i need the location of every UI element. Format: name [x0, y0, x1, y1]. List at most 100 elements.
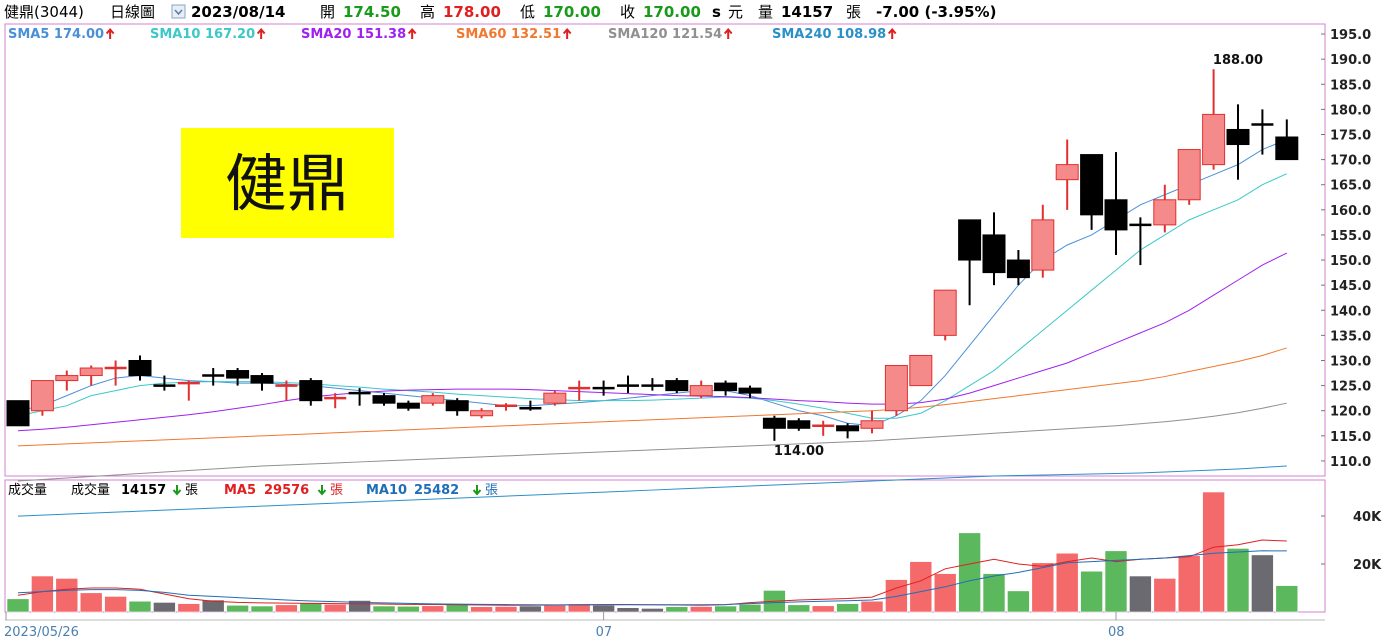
volume-bar [201, 599, 225, 613]
legend-item-sma60: SMA60 132.51 [456, 27, 572, 42]
sma-line-sma20 [17, 252, 1288, 432]
up-arrow-icon [723, 27, 733, 39]
candle-body [982, 234, 1006, 274]
candle [519, 400, 542, 411]
price-tick-label: 160.0 [1330, 204, 1371, 219]
volume-bar [275, 604, 298, 613]
candle [226, 368, 250, 386]
volume-bar [885, 579, 908, 613]
candle [1055, 139, 1079, 210]
stock-stamp: 健鼎 [181, 128, 394, 238]
ma5-down-arrow-icon [317, 485, 327, 496]
candle [933, 289, 957, 341]
volume-bar [177, 603, 201, 613]
volume-bar [79, 592, 103, 613]
volume-bar [299, 602, 323, 613]
candle-body [714, 382, 738, 392]
candle [909, 354, 933, 387]
volume-bar [592, 604, 615, 613]
volume-legend-value: 14157 [121, 483, 166, 498]
legend-text: SMA60 132.51 [456, 27, 561, 42]
candle-body [250, 375, 274, 384]
sma-line-sma120 [17, 402, 1287, 482]
candle [372, 393, 396, 406]
low-annotation: 114.00 [774, 444, 824, 459]
legend-text: SMA240 108.98 [772, 27, 886, 42]
volume-bar [6, 598, 30, 613]
volume-bar [421, 605, 445, 613]
price-tick-label: 110.0 [1330, 455, 1371, 470]
volume-ma5-value: 29576 [264, 483, 309, 498]
candle-body [79, 367, 103, 377]
volume-unit: 張 [846, 3, 861, 21]
candle [884, 365, 908, 416]
volume-bar [153, 602, 176, 613]
price-tick-label: 145.0 [1330, 279, 1371, 294]
volume-bar [519, 605, 542, 613]
candle [445, 398, 469, 416]
sma-line-sma10 [17, 173, 1288, 419]
price-panel-frame [4, 23, 1326, 477]
candle [396, 400, 420, 411]
high-label: 高 [420, 3, 435, 21]
low-value: 170.00 [543, 3, 601, 21]
volume-bar [641, 608, 664, 613]
volume-down-arrow-icon [172, 485, 182, 496]
legend-text: SMA10 167.20 [150, 27, 255, 42]
volume-bar [1202, 491, 1225, 613]
price-tick-label: 185.0 [1330, 78, 1371, 93]
candle-body [470, 410, 494, 417]
price-tick-label: 195.0 [1330, 28, 1371, 43]
candle [55, 370, 79, 391]
price-tick-label: 140.0 [1330, 304, 1371, 319]
date-tick-label: 07 [596, 625, 613, 640]
candle-body [762, 417, 786, 429]
candle [421, 393, 445, 406]
candle [128, 355, 152, 381]
candle [958, 219, 982, 306]
candle-body [55, 375, 79, 382]
date-tick-label: 08 [1108, 625, 1125, 640]
volume-bar [909, 561, 933, 613]
volume-bar [1251, 554, 1274, 613]
candle-body [30, 380, 54, 412]
legend-item-sma10: SMA10 167.20 [150, 27, 266, 42]
chart-kind-label: 日線圖 [110, 3, 155, 21]
volume-bar [738, 604, 762, 613]
date-dropdown-icon[interactable] [171, 4, 186, 19]
volume-ma-line-ma10 [17, 550, 1287, 606]
candle-body [958, 219, 982, 261]
volume-legend-label: 成交量 [71, 482, 110, 498]
candle [1177, 149, 1201, 205]
volume-bar [128, 600, 152, 613]
price-tick-label: 155.0 [1330, 229, 1371, 244]
price-tick-label: 180.0 [1330, 103, 1371, 118]
sma-line-sma240 [17, 465, 1287, 517]
price-tick-label: 165.0 [1330, 179, 1371, 194]
candle-body [226, 370, 250, 379]
candle-body [445, 400, 469, 412]
volume-tick-label: 40K [1353, 510, 1382, 525]
volume-bar [1275, 585, 1299, 613]
candle [1226, 104, 1250, 180]
s-label: s [712, 3, 721, 21]
volume-bar [958, 532, 981, 613]
legend-text: SMA120 121.54 [608, 27, 722, 42]
stamp-text: 健鼎 [225, 147, 349, 220]
candle [6, 400, 30, 427]
volume-bar [933, 573, 957, 613]
volume-bar [397, 605, 420, 613]
candle-body [787, 420, 811, 429]
legend-item-sma120: SMA120 121.54 [608, 27, 733, 42]
up-arrow-icon [887, 27, 897, 39]
date-tick-label: 2023/05/26 [4, 625, 79, 640]
volume-bar [31, 575, 54, 613]
candle-body [543, 392, 567, 404]
price-tick-label: 175.0 [1330, 128, 1371, 143]
price-tick-label: 170.0 [1330, 154, 1371, 169]
candle [1080, 154, 1104, 230]
candle-body [836, 425, 860, 432]
currency-label: 元 [728, 3, 743, 21]
high-annotation: 188.00 [1213, 53, 1263, 68]
